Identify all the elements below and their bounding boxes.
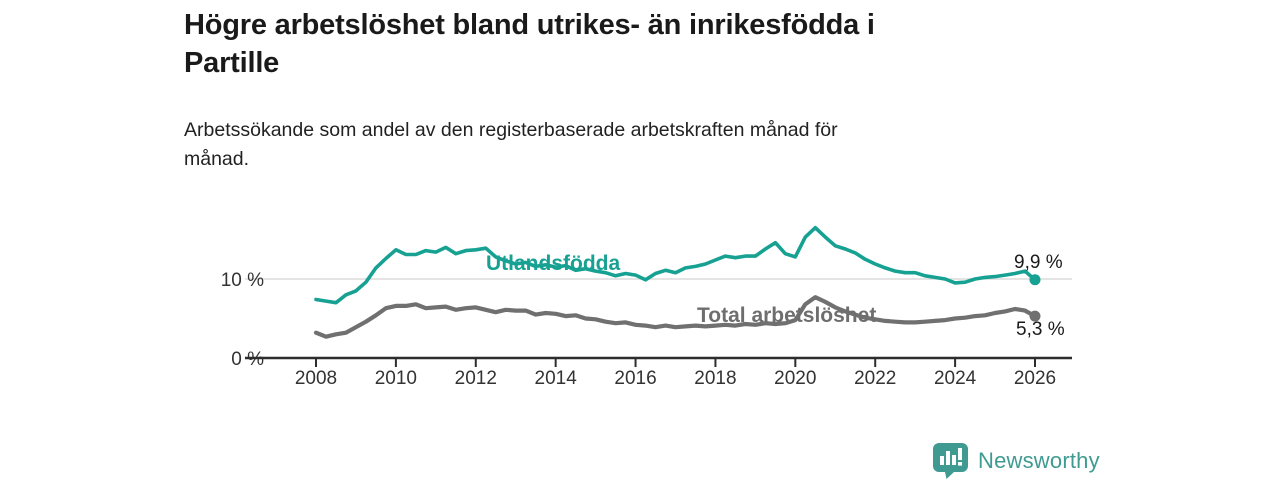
end-value-utlandsfodda: 9,9 % — [1014, 252, 1063, 273]
x-tick-label: 2014 — [535, 368, 578, 389]
x-tick-label: 2020 — [774, 368, 816, 389]
end-value-total-arbetsloshet: 5,3 % — [1016, 319, 1065, 340]
series-label-utlandsfodda: Utlandsfödda — [486, 252, 621, 275]
x-tick-label: 2018 — [694, 368, 736, 389]
series-line-total-arbetsloshet — [313, 295, 1038, 339]
x-tick-label: 2008 — [295, 368, 337, 389]
x-tick-label: 2016 — [614, 368, 656, 389]
series-label-total-arbetsloshet: Total arbetslöshet — [697, 304, 877, 327]
x-tick-label: 2010 — [375, 368, 417, 389]
series-line-utlandsfodda — [314, 225, 1037, 305]
newsworthy-logo-icon — [932, 442, 969, 479]
newsworthy-logo: Newsworthy — [932, 442, 1100, 479]
y-tick-label: 0 % — [231, 349, 264, 370]
x-tick-label: 2024 — [934, 368, 977, 389]
x-tick-label: 2012 — [455, 368, 497, 389]
series-end-dot — [1029, 310, 1041, 322]
chart-subtitle: Arbetssökande som andel av den registerb… — [184, 119, 838, 170]
x-tick-label: 2026 — [1014, 368, 1056, 389]
newsworthy-logo-text: Newsworthy — [978, 447, 1100, 473]
series-end-dot — [1029, 274, 1041, 286]
x-tick-label: 2022 — [854, 368, 896, 389]
y-tick-label: 10 % — [221, 270, 264, 291]
chart-title: Högre arbetslöshet bland utrikes- än inr… — [184, 9, 875, 79]
